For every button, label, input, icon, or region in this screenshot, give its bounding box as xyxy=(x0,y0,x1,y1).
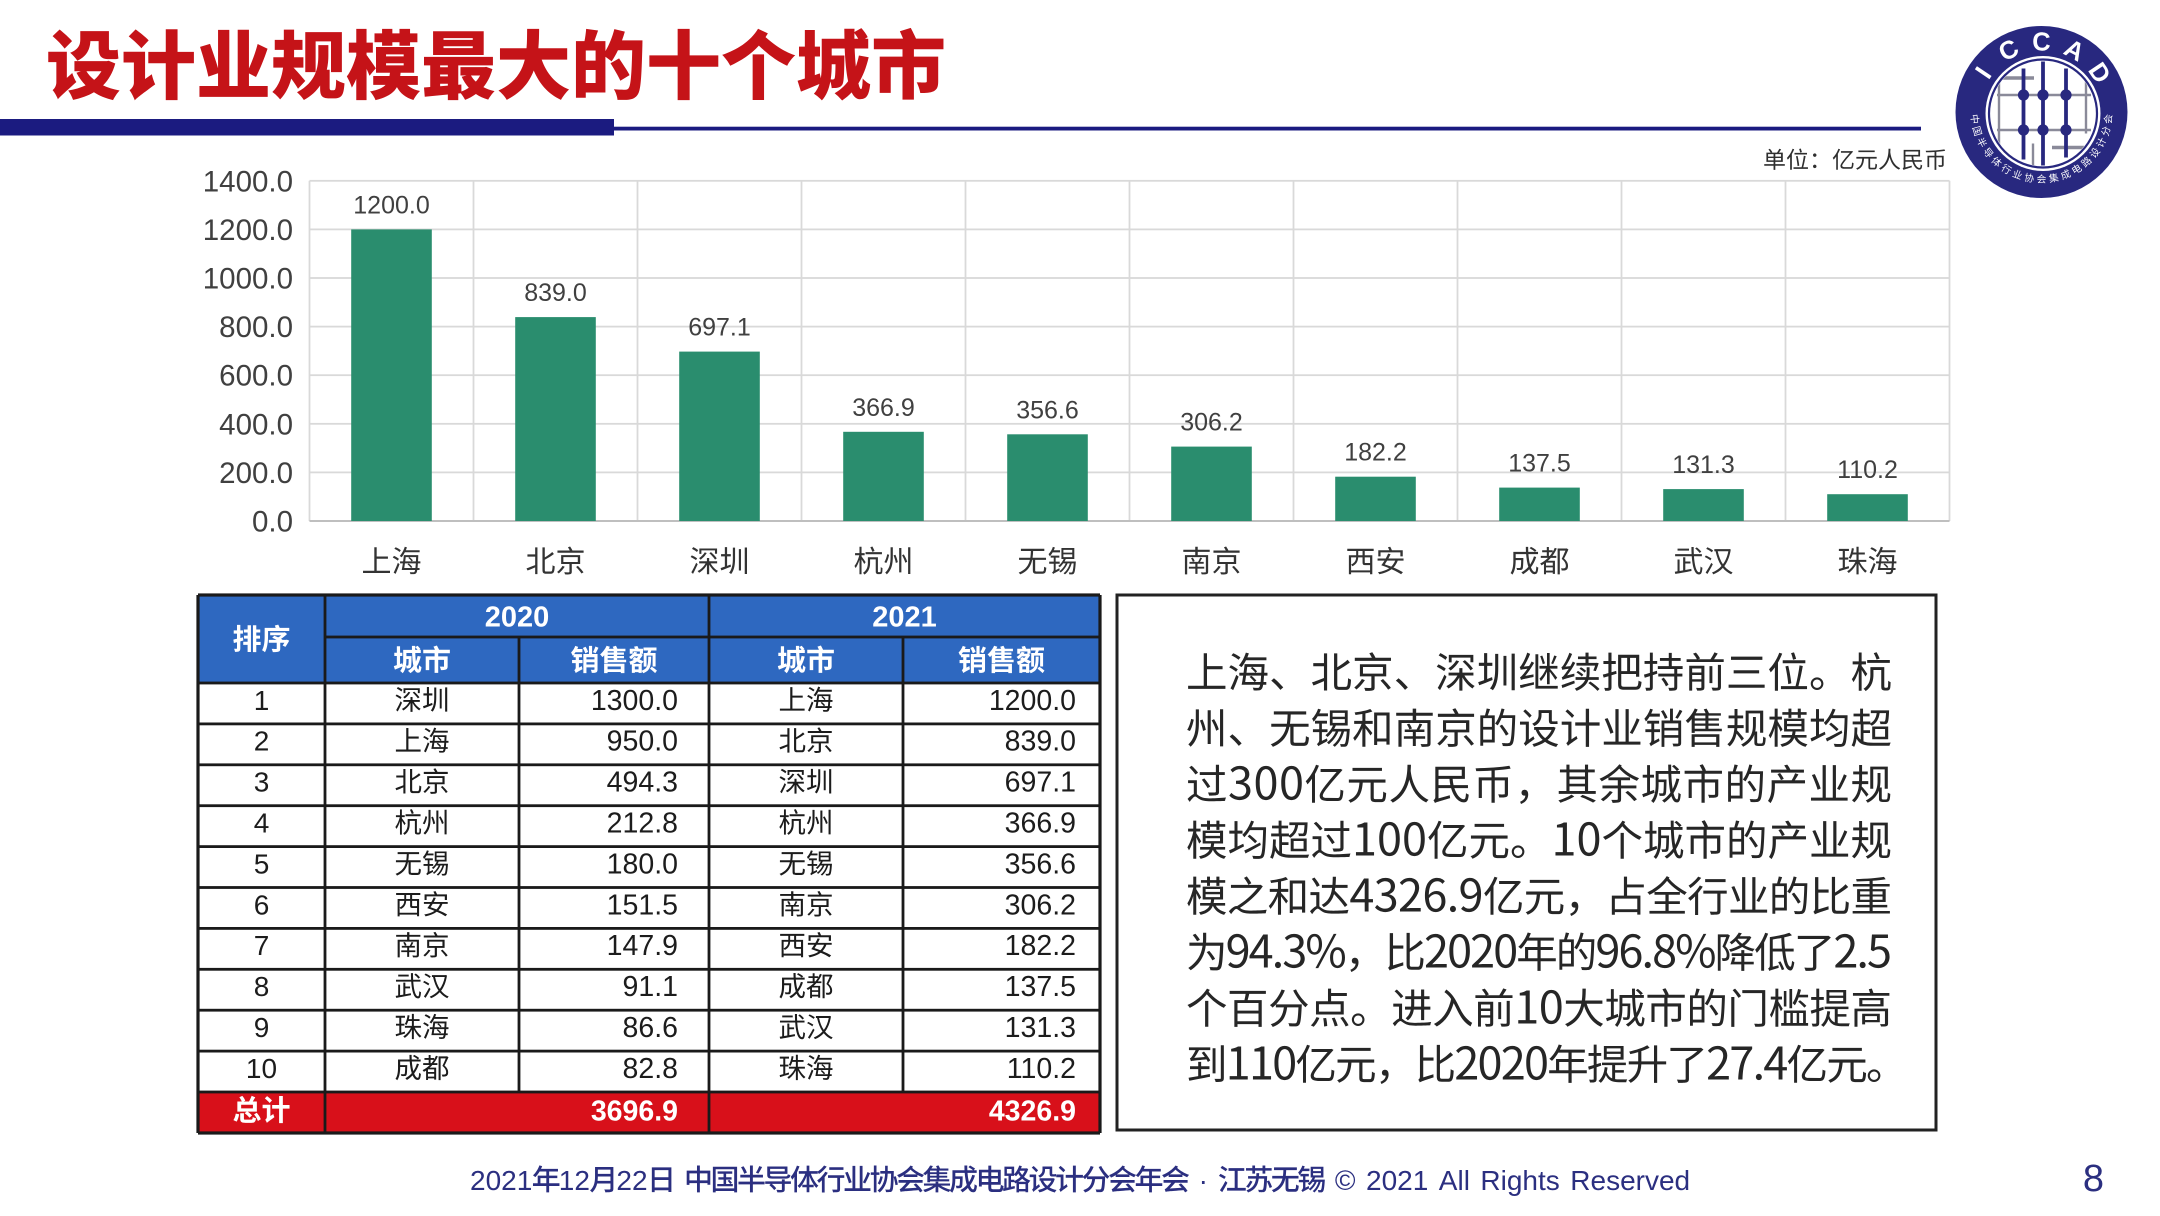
svg-text:180.0: 180.0 xyxy=(607,848,678,880)
svg-text:151.5: 151.5 xyxy=(607,889,678,921)
svg-text:1200.0: 1200.0 xyxy=(353,191,429,219)
svg-text:306.2: 306.2 xyxy=(1180,409,1243,437)
svg-text:131.3: 131.3 xyxy=(1672,451,1735,479)
svg-text:Rights: Rights xyxy=(1480,1165,1559,1196)
svg-text:356.6: 356.6 xyxy=(1005,848,1076,880)
svg-text:110.2: 110.2 xyxy=(1007,1053,1076,1085)
svg-text:356.6: 356.6 xyxy=(1016,396,1079,424)
svg-text:306.2: 306.2 xyxy=(1005,889,1076,921)
svg-text:2: 2 xyxy=(254,726,270,757)
svg-text:2021: 2021 xyxy=(872,602,937,634)
svg-text:182.2: 182.2 xyxy=(1005,930,1076,962)
svg-text:366.9: 366.9 xyxy=(1005,808,1076,840)
svg-text:212.8: 212.8 xyxy=(607,808,678,840)
svg-text:400.0: 400.0 xyxy=(219,408,293,441)
svg-text:800.0: 800.0 xyxy=(219,311,293,344)
svg-text:137.5: 137.5 xyxy=(1508,450,1571,478)
svg-text:366.9: 366.9 xyxy=(852,394,915,422)
svg-text:86.6: 86.6 xyxy=(623,1012,678,1044)
svg-text:494.3: 494.3 xyxy=(607,767,678,799)
svg-text:1200.0: 1200.0 xyxy=(203,214,293,247)
svg-text:C: C xyxy=(2032,29,2050,57)
svg-text:9: 9 xyxy=(254,1012,270,1043)
svg-text:839.0: 839.0 xyxy=(1005,726,1076,758)
svg-text:182.2: 182.2 xyxy=(1344,439,1407,467)
svg-text:2020: 2020 xyxy=(485,602,550,634)
svg-text:7: 7 xyxy=(254,930,270,961)
svg-text:2021: 2021 xyxy=(470,1165,532,1196)
svg-text:6: 6 xyxy=(254,889,270,920)
svg-text:697.1: 697.1 xyxy=(1005,767,1076,799)
svg-text:12: 12 xyxy=(559,1165,590,1196)
svg-text:3696.9: 3696.9 xyxy=(591,1096,678,1128)
svg-text:22: 22 xyxy=(616,1165,647,1196)
svg-text:131.3: 131.3 xyxy=(1005,1012,1076,1044)
svg-text:1200.0: 1200.0 xyxy=(989,685,1076,717)
svg-text:4: 4 xyxy=(254,808,270,839)
svg-text:82.8: 82.8 xyxy=(623,1053,678,1085)
svg-text:5: 5 xyxy=(254,848,270,879)
svg-text:1000.0: 1000.0 xyxy=(203,263,293,296)
svg-text:Reserved: Reserved xyxy=(1570,1165,1690,1196)
svg-text:839.0: 839.0 xyxy=(524,279,587,307)
svg-text:200.0: 200.0 xyxy=(219,457,293,490)
svg-text:137.5: 137.5 xyxy=(1005,971,1076,1003)
svg-text:All: All xyxy=(1439,1165,1470,1196)
svg-text:8: 8 xyxy=(2083,1158,2104,1200)
svg-text:3: 3 xyxy=(254,767,270,798)
svg-text:147.9: 147.9 xyxy=(607,930,678,962)
svg-text:1: 1 xyxy=(254,685,270,716)
svg-text:4326.9: 4326.9 xyxy=(989,1096,1076,1128)
svg-text:697.1: 697.1 xyxy=(688,314,751,342)
svg-text:91.1: 91.1 xyxy=(623,971,678,1003)
svg-text:950.0: 950.0 xyxy=(607,726,678,758)
svg-text:8: 8 xyxy=(254,971,270,1002)
svg-text:2021: 2021 xyxy=(1366,1165,1428,1196)
svg-text:0.0: 0.0 xyxy=(252,506,293,539)
svg-text:10: 10 xyxy=(246,1053,277,1084)
svg-text:·: · xyxy=(1199,1165,1208,1196)
svg-text:©: © xyxy=(1335,1165,1356,1196)
svg-text:110.2: 110.2 xyxy=(1837,456,1898,484)
svg-text:1300.0: 1300.0 xyxy=(591,685,678,717)
svg-text:1400.0: 1400.0 xyxy=(203,165,293,198)
svg-text:600.0: 600.0 xyxy=(219,360,293,393)
